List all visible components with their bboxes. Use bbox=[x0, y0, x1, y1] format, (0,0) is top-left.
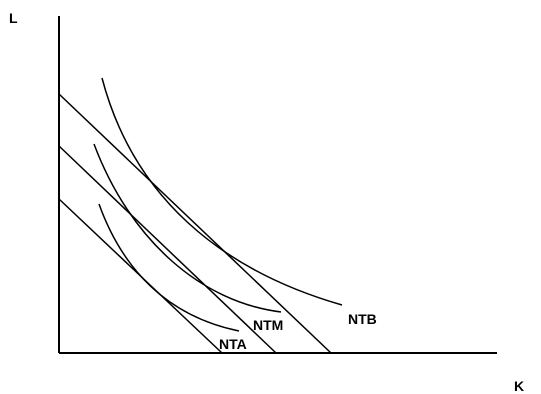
y-axis-label: L bbox=[9, 10, 18, 26]
isoquant-nta bbox=[98, 203, 240, 332]
label-ntm: NTM bbox=[253, 317, 283, 333]
label-ntb: NTB bbox=[348, 311, 377, 327]
x-axis-label: K bbox=[514, 378, 524, 394]
label-nta: NTA bbox=[219, 336, 247, 352]
isocost-line-m bbox=[58, 145, 277, 354]
isocost-line-b bbox=[58, 93, 332, 354]
isoquant-ntm bbox=[93, 143, 282, 313]
isoquant-ntb bbox=[101, 77, 343, 306]
